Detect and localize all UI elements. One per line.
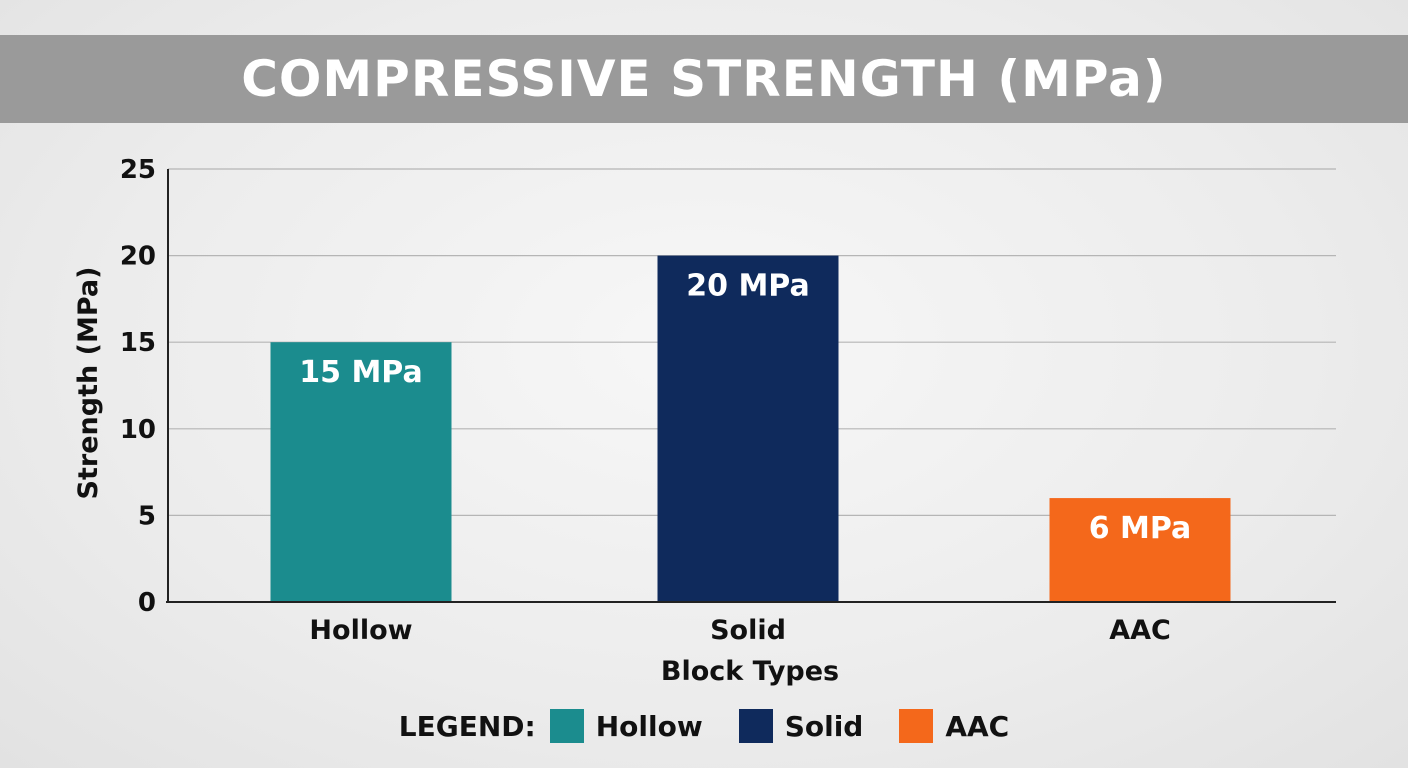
y-tick-label-20: 20 bbox=[120, 242, 156, 272]
legend-label-aac: AAC bbox=[945, 709, 1010, 743]
legend-item-hollow: Hollow bbox=[549, 709, 703, 743]
x-tick-label-hollow: Hollow bbox=[309, 615, 412, 646]
legend-label-solid: Solid bbox=[784, 709, 864, 743]
legend-swatch-solid bbox=[738, 709, 773, 743]
legend-item-aac: AAC bbox=[899, 709, 1009, 743]
legend-title: LEGEND: bbox=[398, 709, 536, 743]
bar-solid bbox=[657, 255, 839, 602]
legend-swatch-hollow bbox=[549, 709, 584, 743]
legend-label-hollow: Hollow bbox=[595, 709, 703, 743]
x-axis-title: Block Types bbox=[661, 656, 839, 687]
legend-swatch-aac bbox=[899, 709, 934, 743]
bar-aac bbox=[1049, 498, 1231, 602]
data-label-solid: 20 MPa bbox=[686, 269, 809, 304]
legend-item-solid: Solid bbox=[738, 709, 864, 743]
x-tick-label-solid: Solid bbox=[710, 615, 786, 646]
title-band: COMPRESSIVE STRENGTH (MPa) bbox=[0, 35, 1408, 123]
legend: LEGEND: Hollow Solid AAC bbox=[0, 704, 1408, 748]
y-tick-label-25: 25 bbox=[120, 155, 156, 185]
x-tick-label-aac: AAC bbox=[1109, 615, 1171, 646]
y-tick-label-15: 15 bbox=[120, 328, 156, 358]
y-axis-title: Strength (MPa) bbox=[73, 267, 104, 500]
data-label-hollow: 15 MPa bbox=[299, 355, 422, 390]
y-tick-label-10: 10 bbox=[120, 415, 156, 445]
bar-hollow bbox=[270, 342, 452, 602]
y-tick-label-0: 0 bbox=[138, 588, 156, 618]
y-tick-label-5: 5 bbox=[138, 501, 156, 531]
data-label-aac: 6 MPa bbox=[1089, 511, 1192, 546]
chart-title: COMPRESSIVE STRENGTH (MPa) bbox=[241, 50, 1167, 108]
